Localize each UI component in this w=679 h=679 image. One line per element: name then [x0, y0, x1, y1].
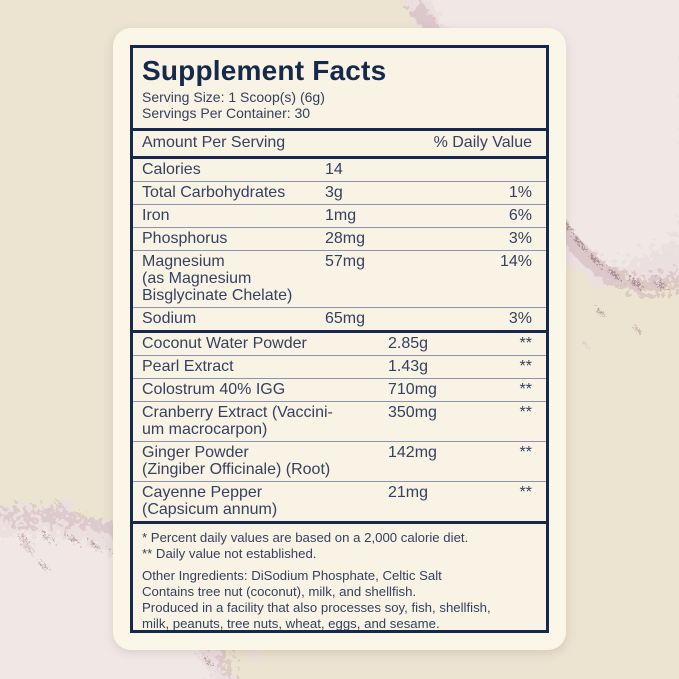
ingredient-row-name: Ginger Powder (Zingiber Officinale) (Root…: [142, 444, 331, 478]
nutrient-row: Phosphorus 28mg 3%: [133, 227, 546, 250]
ingredient-row-daily-value: **: [519, 444, 532, 461]
amount-per-serving-header: Amount Per Serving: [142, 134, 286, 151]
nutrient-row: Total Carbohydrates 3g 1%: [133, 181, 546, 204]
servings-per-container: Servings Per Container: 30: [142, 105, 311, 121]
ingredient-row-amount: 350mg: [388, 404, 437, 421]
nutrient-row-name: Magnesium (as Magnesium Bisglycinate Chela…: [142, 253, 293, 304]
nutrient-row-amount: 65mg: [325, 310, 366, 327]
column-header-row: Amount Per Serving % Daily Value: [133, 128, 546, 159]
label-card: Supplement Facts Serving Size: 1 Scoop(s…: [113, 28, 566, 650]
footnote-line: * Percent daily values are based on a 2,…: [142, 530, 469, 545]
nutrient-row: Sodium 65mg 3%: [133, 307, 546, 330]
nutrient-row: Magnesium (as Magnesium Bisglycinate Chela…: [133, 250, 546, 307]
ingredient-row-name: Coconut Water Powder: [142, 335, 307, 352]
nutrient-row-daily-value: 3%: [508, 310, 532, 327]
nutrient-row-name: Calories: [142, 161, 201, 178]
ingredient-row-amount: 21mg: [388, 484, 429, 501]
ingredient-row-daily-value: **: [519, 335, 532, 352]
ingredient-row: Ginger Powder (Zingiber Officinale) (Root…: [133, 441, 546, 481]
footnote-line: ** Daily value not established.: [142, 546, 317, 561]
nutrient-row-amount: 1mg: [325, 207, 357, 224]
other-ingredients-line: Produced in a facility that also process…: [142, 600, 491, 615]
ingredient-row-amount: 710mg: [388, 381, 437, 398]
ingredient-row: Coconut Water Powder 2.85g **: [133, 333, 546, 355]
other-ingredients-line: Contains tree nut (coconut), milk, and s…: [142, 584, 417, 599]
ingredient-row-name: Pearl Extract: [142, 358, 234, 375]
supplement-facts-panel: Supplement Facts Serving Size: 1 Scoop(s…: [130, 45, 549, 633]
nutrient-row-amount: 57mg: [325, 253, 366, 270]
nutrient-row-daily-value: 3%: [508, 230, 532, 247]
footnote-block: * Percent daily values are based on a 2,…: [133, 521, 546, 631]
nutrient-row-daily-value: 6%: [508, 207, 532, 224]
ingredient-row-amount: 1.43g: [388, 358, 429, 375]
nutrient-row-daily-value: 14%: [499, 253, 532, 270]
other-ingredients-line: milk, peanuts, tree nuts, wheat, eggs, a…: [142, 616, 440, 631]
ingredient-row-name: Colostrum 40% IGG: [142, 381, 286, 398]
nutrient-row-name: Phosphorus: [142, 230, 228, 247]
nutrient-row-daily-value: 1%: [508, 184, 532, 201]
supplement-facts-title: Supplement Facts: [142, 55, 387, 86]
ingredient-row-name: Cranberry Extract (Vaccini-um macrocarpo…: [142, 404, 333, 438]
ingredient-row: Pearl Extract 1.43g **: [133, 355, 546, 378]
other-ingredients-line: Other Ingredients: DiSodium Phosphate, C…: [142, 568, 442, 583]
footnotes: * Percent daily values are based on a 2,…: [142, 530, 536, 562]
nutrient-row-name: Iron: [142, 207, 170, 224]
nutrient-row-amount: 3g: [325, 184, 343, 201]
ingredient-row: Cranberry Extract (Vaccini-um macrocarpo…: [133, 401, 546, 441]
ingredients-section: Coconut Water Powder 2.85g ** Pearl Extract…: [133, 330, 546, 521]
nutrient-row-name: Sodium: [142, 310, 197, 327]
nutrient-row: Calories 14: [133, 159, 546, 181]
other-ingredients: Other Ingredients: DiSodium Phosphate, C…: [142, 568, 536, 631]
ingredient-row-daily-value: **: [519, 381, 532, 398]
ingredient-row-amount: 142mg: [388, 444, 437, 461]
nutrient-row-amount: 14: [325, 161, 343, 178]
nutrient-row: Iron 1mg 6%: [133, 204, 546, 227]
nutrients-section: Calories 14 Total Carbohydrates 3g 1% Iron 1mg…: [133, 159, 546, 330]
panel-header: Supplement Facts Serving Size: 1 Scoop(s…: [133, 48, 546, 122]
ingredient-row: Cayenne Pepper (Capsicum annum) 21mg **: [133, 481, 546, 521]
ingredient-row-daily-value: **: [519, 358, 532, 375]
serving-size: Serving Size: 1 Scoop(s) (6g): [142, 89, 325, 105]
ingredient-row: Colostrum 40% IGG 710mg **: [133, 378, 546, 401]
ingredient-row-name: Cayenne Pepper (Capsicum annum): [142, 484, 278, 518]
ingredient-row-daily-value: **: [519, 404, 532, 421]
nutrient-row-amount: 28mg: [325, 230, 366, 247]
ingredient-row-amount: 2.85g: [388, 335, 429, 352]
ingredient-row-daily-value: **: [519, 484, 532, 501]
nutrient-row-name: Total Carbohydrates: [142, 184, 286, 201]
daily-value-header: % Daily Value: [433, 134, 532, 151]
